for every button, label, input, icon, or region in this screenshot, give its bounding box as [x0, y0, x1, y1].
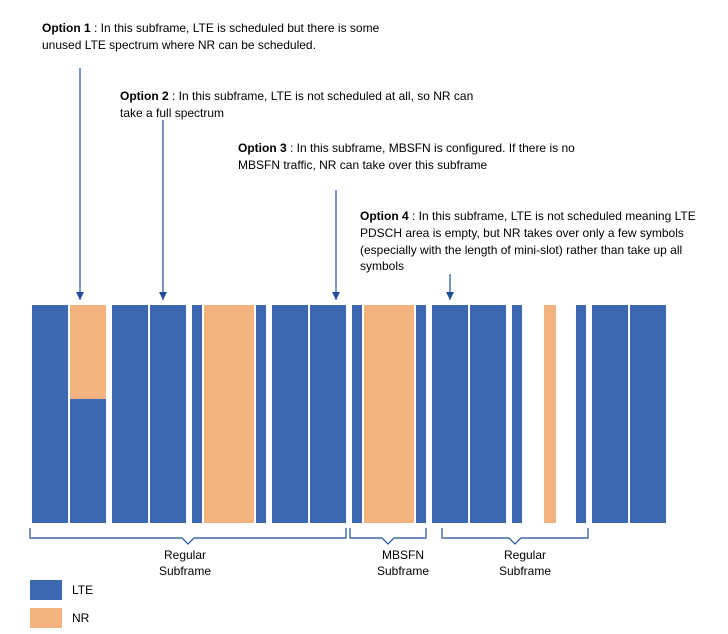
subframe-4 — [350, 304, 426, 524]
legend-lte-swatch — [30, 580, 62, 600]
subframe-0-col-0 — [31, 305, 69, 523]
subframe-3 — [270, 304, 346, 524]
brace-label-1: MBSFNSubframe — [358, 548, 448, 579]
legend-nr-label: NR — [72, 611, 89, 625]
subframe-6-col-0 — [511, 305, 523, 523]
subframe-4-col-0 — [351, 305, 363, 523]
subframe-4-col-1 — [363, 305, 415, 523]
option-3-text: Option 3 : In this subframe, MBSFN is co… — [238, 140, 618, 174]
subframe-4-col-2 — [415, 305, 427, 523]
subframe-6-col-3 — [557, 305, 575, 523]
subframe-1-col-1 — [149, 305, 187, 523]
subframe-0 — [30, 304, 106, 524]
subframe-1 — [110, 304, 186, 524]
subframe-2-col-2 — [255, 305, 267, 523]
subframe-6-col-2 — [543, 305, 557, 523]
brace-label-0: RegularSubframe — [140, 548, 230, 579]
option-1-text: Option 1 : In this subframe, LTE is sche… — [42, 20, 402, 54]
subframe-7-col-1 — [629, 305, 667, 523]
option-4-text: Option 4 : In this subframe, LTE is not … — [360, 208, 720, 275]
subframes-chart — [30, 304, 670, 524]
subframe-5 — [430, 304, 506, 524]
subframe-3-col-1 — [309, 305, 347, 523]
subframe-0-col-1 — [69, 305, 107, 523]
brace-label-2: RegularSubframe — [480, 548, 570, 579]
subframe-7-col-0 — [591, 305, 629, 523]
legend-lte-label: LTE — [72, 583, 93, 597]
subframe-2 — [190, 304, 266, 524]
legend-nr-swatch — [30, 608, 62, 628]
subframe-0-col-1-nr-top — [70, 305, 106, 399]
subframe-5-col-0 — [431, 305, 469, 523]
subframe-6-col-1 — [523, 305, 543, 523]
subframe-3-col-0 — [271, 305, 309, 523]
subframe-2-col-0 — [191, 305, 203, 523]
subframe-6 — [510, 304, 586, 524]
subframe-5-col-1 — [469, 305, 507, 523]
subframe-7 — [590, 304, 666, 524]
subframe-1-col-0 — [111, 305, 149, 523]
subframe-2-col-1 — [203, 305, 255, 523]
legend-lte: LTE — [30, 580, 93, 600]
option-2-text: Option 2 : In this subframe, LTE is not … — [120, 88, 480, 122]
subframe-6-col-4 — [575, 305, 587, 523]
legend-nr: NR — [30, 608, 89, 628]
